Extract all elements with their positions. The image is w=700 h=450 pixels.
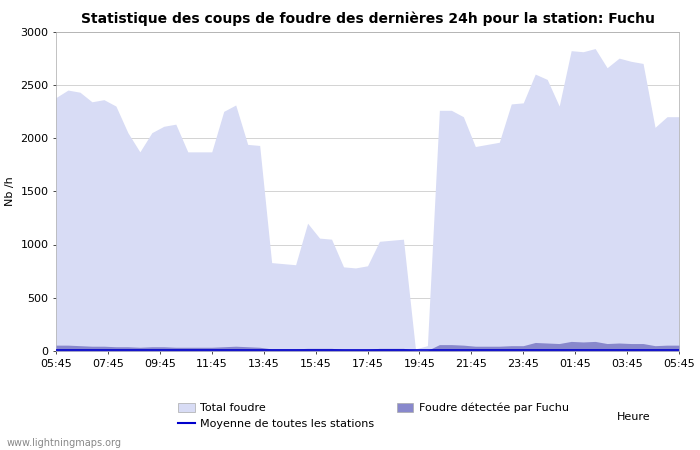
Legend: Total foudre, Moyenne de toutes les stations, Foudre détectée par Fuchu: Total foudre, Moyenne de toutes les stat… xyxy=(174,398,573,433)
Y-axis label: Nb /h: Nb /h xyxy=(5,176,15,206)
Title: Statistique des coups de foudre des dernières 24h pour la station: Fuchu: Statistique des coups de foudre des dern… xyxy=(80,12,654,26)
Text: Heure: Heure xyxy=(617,412,651,422)
Text: www.lightningmaps.org: www.lightningmaps.org xyxy=(7,438,122,448)
